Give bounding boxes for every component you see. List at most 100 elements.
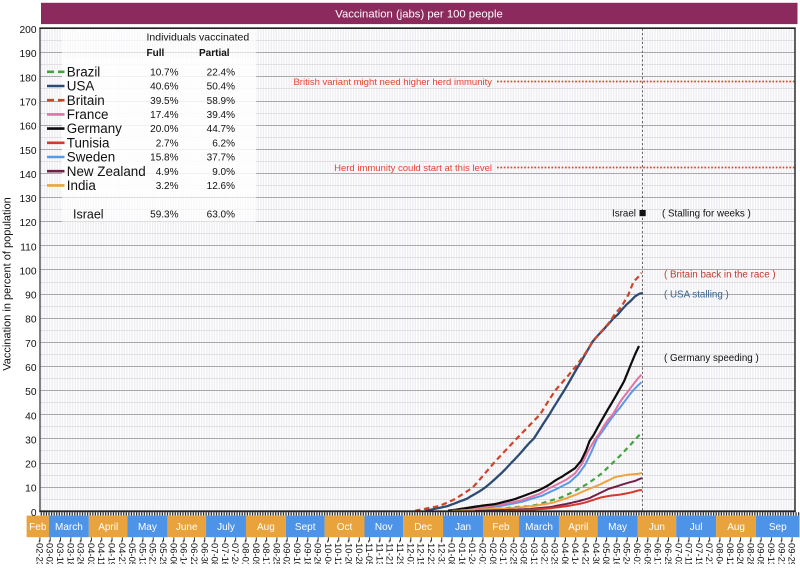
svg-text:-07-11: -07-11 [684,540,695,564]
svg-text:-09-29: -09-29 [787,540,798,564]
svg-text:-07-27: -07-27 [704,540,715,564]
svg-text:-04-22: -04-22 [581,540,592,564]
svg-text:Nov: Nov [375,522,393,533]
svg-text:-01-16: -01-16 [457,540,468,564]
svg-text:France: France [67,107,109,122]
svg-text:-04-27: -04-27 [117,540,128,564]
svg-text:4.9%: 4.9% [156,167,179,178]
svg-text:-05-29: -05-29 [158,540,169,564]
svg-text:Germany: Germany [67,121,122,136]
svg-text:130: 130 [20,194,37,205]
svg-text:India: India [67,178,97,193]
svg-text:-10-04: -10-04 [323,540,334,564]
svg-text:190: 190 [20,49,37,60]
svg-text:-09-10: -09-10 [292,540,303,564]
svg-text:Britain: Britain [67,93,105,108]
svg-text:-08-25: -08-25 [271,540,282,564]
svg-text:140: 140 [20,170,37,181]
svg-text:3.2%: 3.2% [156,181,179,192]
svg-text:June: June [176,522,198,533]
svg-text:Jul: Jul [690,522,703,533]
svg-text:-05-08: -05-08 [601,540,612,564]
svg-text:-05-05: -05-05 [127,540,138,564]
svg-text:May: May [608,522,627,533]
svg-text:39.4%: 39.4% [207,110,235,121]
svg-text:-12-23: -12-23 [426,540,437,564]
svg-text:-06-25: -06-25 [663,540,674,564]
svg-text:-04-11: -04-11 [96,540,107,564]
svg-text:Vaccination (jabs) per 100 peo: Vaccination (jabs) per 100 people [335,9,502,21]
svg-text:-07-24: -07-24 [230,540,241,564]
svg-text:-03-10: -03-10 [55,540,66,564]
svg-text:-11-29: -11-29 [395,540,406,564]
svg-text:2.7%: 2.7% [156,138,179,149]
svg-text:Oct: Oct [337,522,353,533]
svg-text:-06-30: -06-30 [199,540,210,564]
svg-text:63.0%: 63.0% [207,210,235,221]
svg-text:( Germany speeding ): ( Germany speeding ) [664,353,759,364]
svg-text:-11-13: -11-13 [374,540,385,564]
svg-text:-01-24: -01-24 [467,540,478,564]
svg-text:-02-23: -02-23 [34,540,45,564]
svg-text:-04-06: -04-06 [560,540,571,564]
svg-text:200: 200 [20,25,37,36]
svg-text:-07-08: -07-08 [210,540,221,564]
svg-text:-05-16: -05-16 [611,540,622,564]
svg-text:-08-17: -08-17 [261,540,272,564]
svg-text:-08-04: -08-04 [714,540,725,564]
svg-text:120: 120 [20,218,37,229]
svg-text:-06-22: -06-22 [189,540,200,564]
svg-text:Feb: Feb [492,522,510,533]
svg-text:150: 150 [20,146,37,157]
svg-text:-03-02: -03-02 [45,540,56,564]
svg-text:-08-28: -08-28 [745,540,756,564]
svg-text:50: 50 [25,387,37,398]
svg-text:Aug: Aug [257,522,275,533]
svg-text:-02-25: -02-25 [508,540,519,564]
svg-text:90: 90 [25,291,37,302]
svg-text:-10-20: -10-20 [344,540,355,564]
svg-text:15.8%: 15.8% [150,153,178,164]
svg-text:37.7%: 37.7% [207,153,235,164]
svg-text:Jun: Jun [649,522,665,533]
svg-text:March: March [525,522,553,533]
svg-text:170: 170 [20,98,37,109]
svg-text:-05-24: -05-24 [622,540,633,564]
svg-text:-08-01: -08-01 [240,540,251,564]
svg-text:80: 80 [25,315,37,326]
svg-text:USA: USA [67,79,95,94]
svg-text:Israel: Israel [73,208,104,222]
svg-text:Sweden: Sweden [67,150,115,165]
svg-text:( Britain back in the race ): ( Britain back in the race ) [664,269,776,280]
svg-text:-03-05: -03-05 [519,540,530,564]
svg-text:-12-15: -12-15 [416,540,427,564]
svg-text:-01-08: -01-08 [447,540,458,564]
svg-text:160: 160 [20,122,37,133]
svg-text:Vaccination in percent of popu: Vaccination in percent of population [2,197,14,370]
svg-text:Israel: Israel [612,208,636,219]
svg-text:April: April [98,522,118,533]
svg-text:-04-14: -04-14 [570,540,581,564]
svg-text:Partial: Partial [199,48,230,59]
svg-text:-06-17: -06-17 [653,540,664,564]
svg-text:March: March [55,522,83,533]
svg-text:Feb: Feb [29,522,47,533]
svg-text:July: July [217,522,235,533]
svg-text:-04-19: -04-19 [107,540,118,564]
svg-text:9.0%: 9.0% [212,167,235,178]
svg-text:-02-09: -02-09 [488,540,499,564]
svg-text:-07-03: -07-03 [673,540,684,564]
svg-text:50.4%: 50.4% [207,82,235,93]
svg-text:( Stalling for weeks ): ( Stalling for weeks ) [662,208,751,219]
svg-text:-08-12: -08-12 [725,540,736,564]
svg-text:-05-21: -05-21 [148,540,159,564]
svg-text:April: April [568,522,588,533]
svg-text:58.9%: 58.9% [207,96,235,107]
svg-text:Herd immunity could start at t: Herd immunity could start at this level [334,163,492,174]
svg-text:-04-03: -04-03 [86,540,97,564]
svg-text:-03-21: -03-21 [539,540,550,564]
svg-text:Aug: Aug [727,522,745,533]
svg-text:Sept: Sept [295,522,316,533]
svg-text:59.3%: 59.3% [150,210,178,221]
svg-text:-06-09: -06-09 [642,540,653,564]
